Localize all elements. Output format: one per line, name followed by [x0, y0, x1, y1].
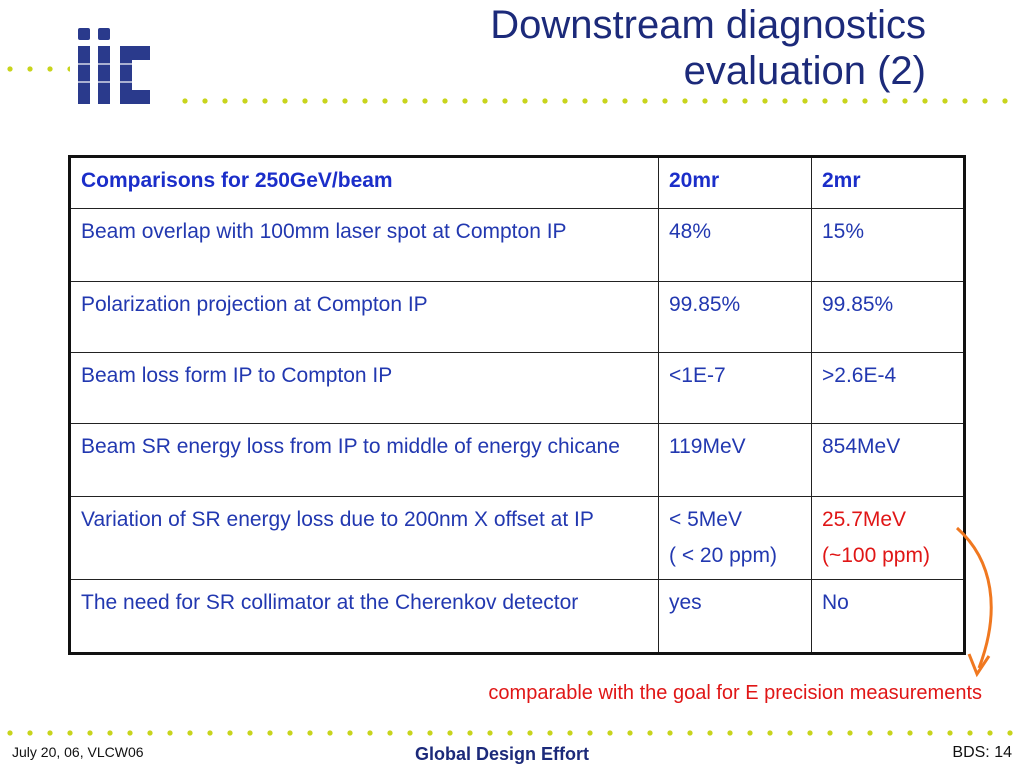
precision-note: comparable with the goal for E precision…	[488, 682, 982, 704]
slide-title-line2: evaluation (2)	[683, 49, 926, 93]
slide-title-line1: Downstream diagnostics	[490, 3, 926, 47]
table-row: Beam overlap with 100mm laser spot at Co…	[69, 208, 965, 282]
header-dots-left	[0, 66, 70, 72]
ilc-logo-icon	[72, 28, 156, 104]
cell-20mr: 119MeV	[658, 423, 812, 497]
header-dots-right	[175, 98, 1020, 104]
row-label: Polarization projection at Compton IP	[69, 281, 659, 353]
footer-slide-number: BDS: 14	[952, 744, 1012, 761]
table-row: Polarization projection at Compton IP 99…	[69, 281, 965, 353]
cell-20mr: <1E-7	[658, 352, 812, 424]
cell-20mr-value: < 5MeV	[669, 508, 742, 531]
cell-2mr: No	[811, 579, 965, 654]
cell-2mr: 854MeV	[811, 423, 965, 497]
cell-20mr: 99.85%	[658, 281, 812, 353]
table-row: Beam SR energy loss from IP to middle of…	[69, 423, 965, 497]
header-20mr: 20mr	[658, 156, 812, 209]
cell-2mr-value: 25.7MeV	[822, 508, 907, 531]
row-label: Beam SR energy loss from IP to middle of…	[69, 423, 659, 497]
cell-2mr: 99.85%	[811, 281, 965, 353]
table-row: Variation of SR energy loss due to 200nm…	[69, 496, 965, 580]
cell-2mr: >2.6E-4	[811, 352, 965, 424]
cell-20mr-ppm: ( < 20 ppm)	[669, 544, 777, 567]
cell-20mr: 48%	[658, 208, 812, 282]
row-label: The need for SR collimator at the Cheren…	[69, 579, 659, 654]
table-row: Beam loss form IP to Compton IP <1E-7 >2…	[69, 352, 965, 424]
cell-20mr: yes	[658, 579, 812, 654]
comparison-table: Comparisons for 250GeV/beam 20mr 2mr Bea…	[68, 155, 966, 655]
footer-date: July 20, 06, VLCW06	[12, 744, 144, 760]
footer-dots	[0, 730, 1024, 736]
cell-20mr: < 5MeV ( < 20 ppm)	[658, 496, 812, 580]
table-header-row: Comparisons for 250GeV/beam 20mr 2mr	[69, 156, 965, 209]
table-row: The need for SR collimator at the Cheren…	[69, 579, 965, 654]
curved-arrow-icon	[956, 526, 993, 678]
cell-2mr-ppm: (~100 ppm)	[822, 544, 930, 567]
row-label: Variation of SR energy loss due to 200nm…	[69, 496, 659, 580]
row-label: Beam loss form IP to Compton IP	[69, 352, 659, 424]
footer-center-title: Global Design Effort	[415, 744, 590, 764]
row-label: Beam overlap with 100mm laser spot at Co…	[69, 208, 659, 282]
header-comparisons: Comparisons for 250GeV/beam	[69, 156, 659, 209]
cell-2mr: 25.7MeV (~100 ppm)	[811, 496, 965, 580]
cell-2mr: 15%	[811, 208, 965, 282]
slide-title: Downstream diagnostics evaluation (2)	[490, 2, 926, 94]
header-2mr: 2mr	[811, 156, 965, 209]
